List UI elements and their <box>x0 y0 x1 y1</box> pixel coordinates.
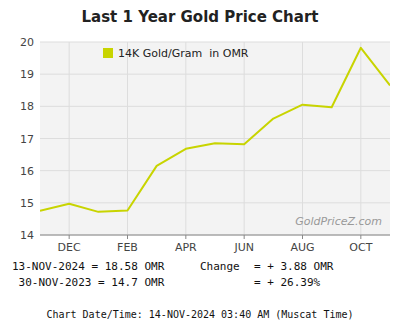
x-grid-line <box>360 42 361 235</box>
y-grid-line <box>40 235 390 236</box>
x-tick-label: DEC <box>58 241 81 254</box>
change-value: = + 26.39% <box>254 276 321 289</box>
x-tick-label: FEB <box>117 241 138 254</box>
x-grid-line <box>185 42 186 235</box>
x-tick-mark <box>244 235 245 239</box>
y-tick-label: 18 <box>20 100 34 113</box>
title: Last 1 Year Gold Price Chart <box>82 8 319 26</box>
footer: Chart Date/Time: 14-NOV-2024 03:40 AM (M… <box>46 309 353 320</box>
x-axis-line <box>40 235 390 236</box>
watermark: GoldPriceZ.com <box>295 215 382 228</box>
x-tick-label: JUN <box>233 241 254 254</box>
legend-swatch <box>103 48 113 58</box>
x-grid-line <box>302 42 303 235</box>
y-grid-line <box>40 106 390 107</box>
change-label: Change <box>200 260 240 273</box>
x-tick-label: APR <box>175 241 197 254</box>
x-tick-mark <box>127 235 128 239</box>
x-tick-label: OCT <box>349 241 372 254</box>
y-tick-label: 15 <box>20 197 34 210</box>
change-value: = + 3.88 OMR <box>254 260 334 273</box>
y-grid-line <box>40 202 390 203</box>
y-tick-label: 17 <box>20 133 34 146</box>
legend-label: 14K Gold/Gram in OMR <box>118 47 249 60</box>
x-tick-mark <box>185 235 186 239</box>
y-grid-line <box>40 42 390 43</box>
x-tick-mark <box>69 235 70 239</box>
x-tick-mark <box>360 235 361 239</box>
chart: Last 1 Year Gold Price Chart 14 15 16 17 18 19… <box>0 0 400 330</box>
info-line: 30-NOV-2023 = 14.7 OMR <box>12 276 165 289</box>
y-tick-label: 19 <box>20 68 34 81</box>
x-grid-line <box>69 42 70 235</box>
x-tick-label: AUG <box>290 241 314 254</box>
x-grid-line <box>244 42 245 235</box>
plot-area <box>40 42 390 235</box>
x-grid-line <box>127 42 128 235</box>
price-line <box>40 48 390 212</box>
info-line: 13-NOV-2024 = 18.58 OMR <box>12 260 165 273</box>
y-grid-line <box>40 138 390 139</box>
y-tick-label: 20 <box>20 36 34 49</box>
y-tick-label: 14 <box>20 229 34 242</box>
y-grid-line <box>40 74 390 75</box>
y-grid-line <box>40 170 390 171</box>
y-tick-label: 16 <box>20 165 34 178</box>
plot-marks <box>40 48 390 212</box>
x-tick-mark <box>302 235 303 239</box>
